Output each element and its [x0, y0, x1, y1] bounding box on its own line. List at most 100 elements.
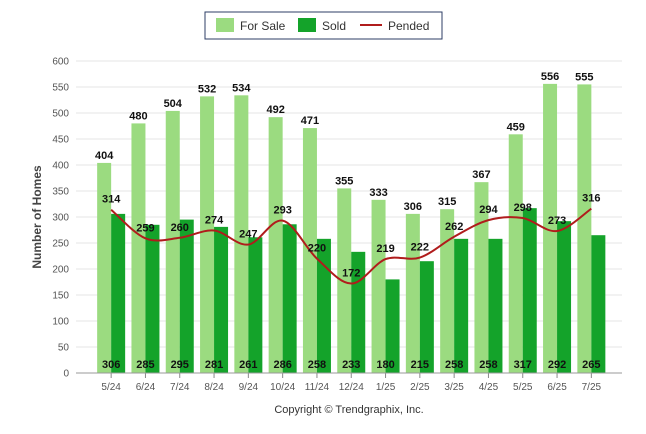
- sold-bar: [111, 213, 126, 373]
- pended-value-label: 316: [582, 193, 600, 205]
- y-tick-label: 300: [52, 213, 69, 224]
- sold-bar: [214, 226, 229, 373]
- sold-value-label: 285: [136, 359, 154, 371]
- for-sale-value-label: 504: [164, 98, 183, 110]
- for-sale-bar: [440, 209, 455, 373]
- copyright-text: Copyright © Trendgraphix, Inc.: [274, 404, 423, 416]
- for-sale-value-label: 367: [472, 169, 490, 181]
- y-tick-label: 350: [52, 187, 69, 198]
- sold-bar: [385, 279, 400, 373]
- bars: [97, 83, 606, 374]
- for-sale-value-label: 355: [335, 175, 353, 187]
- y-axis-ticks: 0 50 100 150 200 250 300 350 400 450 500 550 600: [52, 57, 69, 380]
- legend-for-sale-label: For Sale: [240, 19, 286, 33]
- x-tick-label: 7/24: [170, 382, 190, 393]
- y-tick-label: 500: [52, 109, 69, 120]
- legend-sold-swatch: [298, 18, 316, 32]
- x-tick-label: 1/25: [376, 382, 396, 393]
- for-sale-bar: [405, 213, 420, 373]
- y-tick-label: 100: [52, 317, 69, 328]
- sold-value-label: 258: [479, 359, 497, 371]
- sold-value-label: 215: [411, 359, 429, 371]
- for-sale-value-label: 315: [438, 196, 456, 208]
- x-axis-ticks: 5/24 6/24 7/24 8/24 9/24 10/24 11/24 12/24 1/25 2…: [76, 372, 622, 393]
- sold-bar: [316, 238, 331, 373]
- for-sale-value-label: 333: [369, 187, 387, 199]
- x-tick-label: 3/25: [444, 382, 464, 393]
- data-labels: 404 306 480 285 504 295 532 281 534 261 492 286 471 2…: [95, 71, 601, 371]
- for-sale-bar: [200, 96, 215, 374]
- sold-bar: [145, 224, 160, 373]
- sold-bar: [557, 221, 572, 373]
- sold-value-label: 292: [548, 359, 566, 371]
- y-tick-label: 450: [52, 135, 69, 146]
- pended-value-label: 274: [205, 215, 224, 227]
- sold-bar: [248, 237, 263, 373]
- for-sale-value-label: 471: [301, 115, 319, 127]
- legend-sold-label: Sold: [322, 19, 346, 33]
- y-tick-label: 550: [52, 83, 69, 94]
- for-sale-bar: [577, 84, 592, 374]
- for-sale-bar: [131, 123, 146, 374]
- for-sale-value-label: 404: [95, 150, 114, 162]
- sold-value-label: 317: [514, 359, 532, 371]
- pended-value-label: 222: [411, 242, 429, 254]
- sold-value-label: 258: [445, 359, 463, 371]
- pended-value-label: 298: [514, 202, 532, 214]
- for-sale-value-label: 534: [232, 82, 251, 94]
- pended-value-label: 260: [171, 222, 189, 234]
- y-tick-label: 0: [63, 369, 69, 380]
- y-tick-label: 150: [52, 291, 69, 302]
- legend-for-sale-swatch: [216, 18, 234, 32]
- sold-bar: [488, 238, 503, 373]
- sold-value-label: 233: [342, 359, 360, 371]
- for-sale-value-label: 555: [575, 71, 593, 83]
- pended-value-label: 220: [308, 243, 326, 255]
- x-tick-label: 12/24: [339, 382, 364, 393]
- for-sale-bar: [508, 134, 523, 373]
- pended-value-label: 259: [136, 222, 154, 234]
- for-sale-bar: [371, 199, 386, 373]
- x-tick-label: 5/24: [101, 382, 121, 393]
- sold-value-label: 281: [205, 359, 223, 371]
- sold-bar: [419, 261, 434, 373]
- legend: For Sale Sold Pended: [204, 11, 443, 40]
- pended-value-label: 219: [376, 243, 394, 255]
- for-sale-value-label: 492: [266, 104, 284, 116]
- pended-series-line: [110, 207, 592, 285]
- x-tick-label: 6/24: [136, 382, 156, 393]
- sold-bar: [179, 219, 194, 373]
- x-tick-label: 7/25: [582, 382, 602, 393]
- y-tick-label: 250: [52, 239, 69, 250]
- x-tick-label: 11/24: [305, 382, 330, 393]
- for-sale-value-label: 480: [129, 110, 147, 122]
- sold-value-label: 258: [308, 359, 326, 371]
- pended-value-label: 262: [445, 221, 463, 233]
- for-sale-value-label: 459: [507, 121, 525, 133]
- y-axis-title: Number of Homes: [30, 165, 44, 269]
- sold-bar: [282, 224, 297, 373]
- sold-bar: [591, 235, 606, 373]
- pended-value-label: 273: [548, 215, 566, 227]
- y-tick-label: 600: [52, 57, 69, 68]
- for-sale-value-label: 306: [404, 201, 422, 213]
- x-tick-label: 2/25: [410, 382, 430, 393]
- x-tick-label: 8/24: [204, 382, 224, 393]
- for-sale-bar: [543, 83, 558, 373]
- x-tick-label: 6/25: [547, 382, 567, 393]
- sold-bar: [522, 208, 537, 373]
- for-sale-bar: [97, 162, 112, 373]
- pended-value-label: 247: [239, 229, 257, 241]
- for-sale-value-label: 556: [541, 71, 559, 83]
- x-tick-label: 10/24: [270, 382, 295, 393]
- pended-line: [110, 207, 592, 285]
- x-tick-label: 9/24: [239, 382, 259, 393]
- pended-value-label: 294: [479, 204, 498, 216]
- for-sale-bar: [234, 95, 249, 373]
- sold-value-label: 295: [171, 359, 189, 371]
- x-tick-label: 4/25: [479, 382, 499, 393]
- sold-value-label: 261: [239, 359, 257, 371]
- legend-pended-label: Pended: [388, 19, 429, 33]
- for-sale-value-label: 532: [198, 83, 216, 95]
